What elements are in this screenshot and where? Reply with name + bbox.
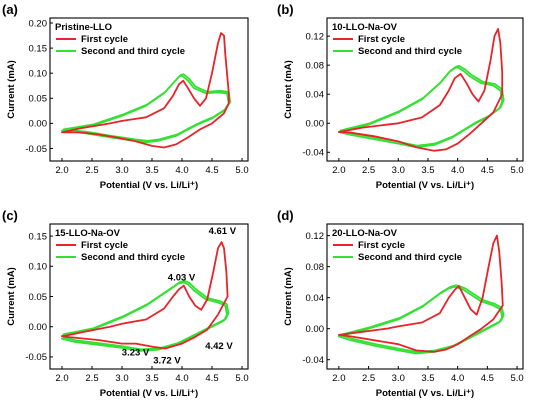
- legend-label-second-third-cycle: Second and third cycle: [81, 252, 185, 263]
- x-axis-title: Potential (V vs. Li/Li⁺): [376, 388, 474, 399]
- y-tick-label: 0.00: [306, 324, 325, 335]
- y-tick-label: 0.12: [306, 231, 325, 242]
- sample-label: 20-LLO-Na-OV: [332, 228, 398, 239]
- x-tick-label: 2.5: [362, 373, 375, 384]
- panel-label: (d): [277, 208, 294, 223]
- y-tick-label: 0.10: [29, 262, 48, 273]
- y-tick-label: 0.15: [29, 231, 48, 242]
- x-axis-title: Potential (V vs. Li/Li⁺): [100, 388, 198, 399]
- legend-label-first-cycle: First cycle: [81, 240, 128, 251]
- x-tick-label: 3.0: [115, 165, 128, 176]
- x-axis-title: Potential (V vs. Li/Li⁺): [376, 180, 474, 191]
- series-third-cycle-trace: [339, 284, 505, 353]
- panel-label: (a): [2, 2, 18, 17]
- y-tick-label: 0.00: [29, 322, 48, 333]
- x-tick-label: 4.5: [481, 165, 494, 176]
- y-tick-label: 0.05: [29, 292, 48, 303]
- y-tick-label: -0.04: [302, 355, 324, 366]
- sample-label: 15-LLO-Na-OV: [55, 228, 121, 239]
- x-tick-label: 3.5: [421, 165, 434, 176]
- y-tick-label: -0.04: [302, 148, 324, 159]
- sample-label: 10-LLO-Na-OV: [332, 22, 398, 33]
- x-tick-label: 5.0: [510, 165, 523, 176]
- legend-label-second-third-cycle: Second and third cycle: [358, 46, 462, 57]
- x-tick-label: 3.5: [145, 373, 158, 384]
- x-tick-label: 2.0: [55, 373, 68, 384]
- y-axis-title: Current (mA): [6, 267, 17, 326]
- y-tick-label: 0.12: [306, 31, 325, 42]
- plot-frame: [326, 223, 524, 370]
- peak-annotation: 4.03 V: [168, 272, 196, 283]
- y-tick-label: 0.08: [306, 262, 325, 273]
- y-axis-title: Current (mA): [283, 60, 294, 119]
- x-tick-label: 5.0: [235, 165, 248, 176]
- x-tick-label: 2.5: [85, 165, 98, 176]
- x-tick-label: 3.0: [115, 373, 128, 384]
- x-tick-label: 2.0: [332, 373, 345, 384]
- x-tick-label: 3.5: [421, 373, 434, 384]
- legend-label-second-third-cycle: Second and third cycle: [358, 252, 462, 263]
- legend-label-first-cycle: First cycle: [358, 240, 405, 251]
- peak-annotation: 3.72 V: [153, 356, 181, 367]
- x-tick-label: 4.5: [481, 373, 494, 384]
- y-tick-label: -0.05: [25, 144, 47, 155]
- x-tick-label: 4.0: [451, 373, 464, 384]
- x-tick-label: 4.5: [205, 373, 218, 384]
- series-third-cycle-trace: [339, 65, 505, 147]
- series-first-cycle: [61, 32, 230, 149]
- legend-label-first-cycle: First cycle: [81, 34, 128, 45]
- y-tick-label: 0.00: [306, 119, 325, 130]
- x-tick-label: 4.0: [175, 165, 188, 176]
- plot-frame: [326, 17, 524, 162]
- x-tick-label: 3.0: [392, 165, 405, 176]
- y-tick-label: 0.08: [306, 60, 325, 71]
- x-tick-label: 4.5: [205, 165, 218, 176]
- y-axis-title: Current (mA): [6, 60, 17, 119]
- series-third-cycle-trace: [62, 280, 230, 351]
- x-tick-label: 3.5: [145, 165, 158, 176]
- series-second-third-cycle: [61, 281, 228, 352]
- y-tick-label: 0.20: [29, 18, 48, 29]
- y-tick-label: -0.05: [25, 352, 47, 363]
- x-tick-label: 3.0: [392, 373, 405, 384]
- y-tick-label: 0.04: [306, 293, 325, 304]
- x-tick-label: 4.0: [451, 165, 464, 176]
- y-tick-label: 0.10: [29, 68, 48, 79]
- y-tick-label: 0.04: [306, 90, 325, 101]
- x-axis-title: Potential (V vs. Li/Li⁺): [100, 180, 198, 191]
- panel-label: (b): [277, 2, 294, 17]
- series-first-cycle: [338, 234, 504, 353]
- y-axis-title: Current (mA): [283, 267, 294, 326]
- sample-label: Pristine-LLO: [55, 22, 112, 33]
- peak-annotation: 4.61 V: [209, 226, 237, 237]
- y-tick-label: 0.00: [29, 119, 48, 130]
- x-tick-label: 5.0: [510, 373, 523, 384]
- x-tick-label: 5.0: [235, 373, 248, 384]
- x-tick-label: 4.0: [175, 373, 188, 384]
- x-tick-label: 2.5: [85, 373, 98, 384]
- legend-label-second-third-cycle: Second and third cycle: [81, 46, 185, 57]
- series-third-cycle-trace: [62, 73, 232, 142]
- y-tick-label: 0.05: [29, 94, 48, 105]
- x-tick-label: 2.0: [332, 165, 345, 176]
- panel-label: (c): [2, 208, 18, 223]
- x-tick-label: 2.0: [55, 165, 68, 176]
- series-first-cycle: [338, 27, 504, 152]
- peak-annotation: 3.23 V: [122, 348, 150, 359]
- legend-label-first-cycle: First cycle: [358, 34, 405, 45]
- peak-annotation: 4.42 V: [205, 341, 233, 352]
- plot-frame: [49, 17, 249, 162]
- y-tick-label: 0.15: [29, 43, 48, 54]
- series-first-cycle: [61, 241, 229, 350]
- x-tick-label: 2.5: [362, 165, 375, 176]
